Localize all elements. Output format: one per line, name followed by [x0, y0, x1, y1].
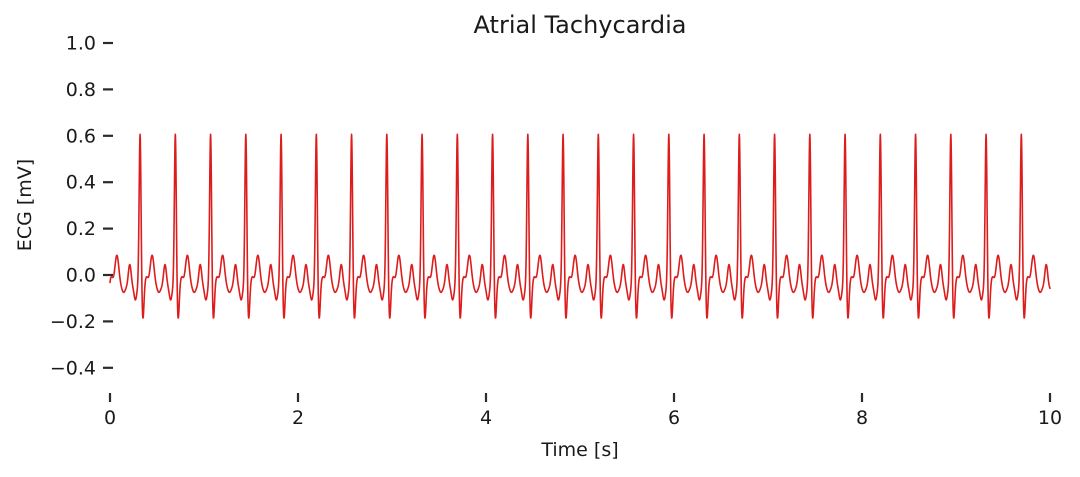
x-tick-label: 2 [292, 407, 304, 429]
ecg-trace [109, 133, 1051, 319]
x-tick-label: 0 [104, 407, 116, 429]
y-tick-mark [103, 41, 113, 45]
y-tick-mark [103, 227, 113, 230]
x-axis-label: Time [s] [541, 439, 619, 461]
y-tick-label: 0.0 [66, 265, 96, 287]
x-tick-mark [672, 393, 676, 402]
x-tick-label: 8 [856, 407, 868, 429]
x-tick-mark [484, 393, 488, 402]
axis-ticks: 1.0 0.8 0.6 0.4 0.2 0.0 −0.2 −0.4 0 2 4 6 8 10 [50, 33, 1062, 430]
y-tick-label: 0.6 [66, 125, 96, 147]
x-tick-label: 6 [668, 407, 680, 429]
y-tick-mark [103, 320, 113, 323]
x-tick-label: 4 [480, 407, 492, 429]
y-tick-label: 1.0 [66, 33, 96, 55]
y-tick-label: −0.4 [50, 357, 96, 379]
y-tick-label: 0.8 [66, 79, 96, 101]
y-tick-mark [103, 181, 113, 184]
x-tick-mark [296, 393, 300, 402]
x-tick-mark [1048, 393, 1052, 402]
y-tick-mark [103, 88, 113, 91]
y-tick-mark [103, 134, 113, 137]
y-tick-mark [103, 273, 113, 277]
x-tick-mark [860, 393, 864, 402]
y-tick-label: −0.2 [50, 311, 96, 333]
x-tick-mark [108, 393, 112, 402]
chart-title: Atrial Tachycardia [473, 11, 687, 39]
y-tick-label: 0.2 [66, 218, 96, 240]
x-tick-label: 10 [1038, 407, 1062, 429]
y-tick-mark [103, 366, 113, 369]
y-tick-label: 0.4 [66, 172, 96, 194]
